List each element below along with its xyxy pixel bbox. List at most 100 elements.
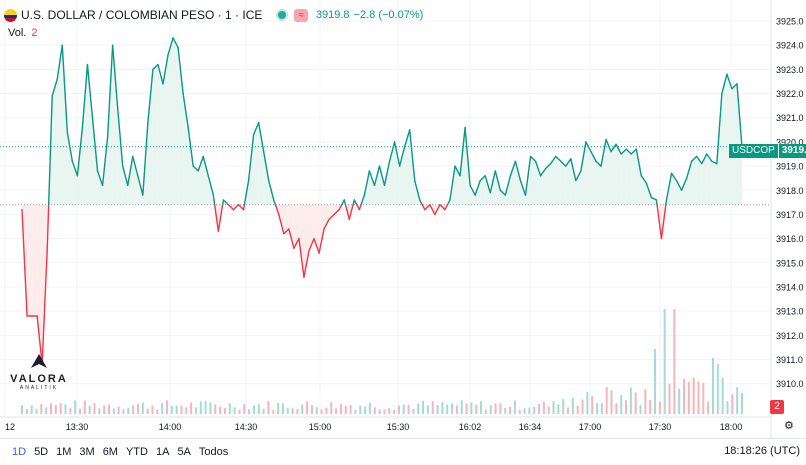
fill-segment [298,204,304,278]
timeframe-1m[interactable]: 1M [56,446,72,458]
fill-segment [293,204,299,249]
volume-bar [204,400,207,414]
grid-lines [0,0,771,417]
price-segment [197,155,204,172]
volume-bar [586,391,589,414]
price-segment [121,165,129,187]
price-tick: 3910.0 [776,379,804,389]
price-segment [147,68,154,124]
price-axis[interactable]: 3910.0 3911.0 3912.0 3913.0 3914.0 3915.0 3916… [776,17,804,390]
timeframe-5d[interactable]: 5D [34,446,49,458]
price-segment [711,160,718,165]
timeframe-3m[interactable]: 3M [79,446,95,458]
volume-bar [668,383,671,414]
volume-bar [431,401,434,414]
volume-bar [122,409,125,414]
volume-bar [567,407,570,414]
price-segment [41,250,48,366]
volume-bar [180,405,183,414]
price-segment [524,155,532,196]
volume-bar [673,309,676,414]
symbol-title[interactable]: U.S. DOLLAR / COLOMBIAN PESO · 1 · ICE [21,8,263,22]
clock[interactable]: 18:18:26 (UTC) [724,445,800,457]
price-segment [464,126,471,187]
volume-bar [170,405,173,414]
valora-logo: VALORA ANALITIK [8,354,70,391]
approx-badge[interactable]: ≈ [294,8,308,22]
timeframe-1a[interactable]: 1A [155,446,170,458]
fill-segment [283,204,289,234]
timeframe-1d[interactable]: 1D [12,446,27,458]
volume-bar [615,403,618,414]
volume-bars [21,309,743,414]
fill-segment [57,45,63,205]
fill-segment [117,108,123,205]
volume-bar [436,405,439,414]
timeframe-5a[interactable]: 5A [177,446,191,458]
settings-gear-icon[interactable]: ⚙ [784,420,794,432]
volume-bar [446,404,449,414]
volume-bar [368,402,371,414]
volume-legend[interactable]: Vol. 2 [8,27,37,39]
volume-bar [455,405,458,414]
volume-bar [83,400,86,414]
price-segment [71,160,79,177]
volume-bar [393,409,396,414]
price-segment [232,204,240,211]
fill-segment [67,132,73,205]
bottom-toolbar: 1D 5D 1M 3M 6M YTD 1A 5A Todos 18:18:26 (UTC) [0,438,806,465]
price-segment [242,204,246,211]
fill-segment [636,149,642,205]
price-segment [333,208,340,216]
price-segment [398,146,406,167]
time-axis[interactable]: 12 13:30 14:00 14:30 15:00 15:30 16:02 16:34 17:… [5,422,742,432]
volume-bar [325,407,328,414]
volume-bar [378,409,381,414]
price-segment [446,199,451,206]
volume-bar [93,403,96,414]
volume-bar [132,405,135,414]
price-segment [610,143,617,153]
fill-segment [27,204,33,316]
price-tick: 3920.0 [776,137,804,147]
price-segment [504,175,512,196]
fill-segment [706,153,712,205]
timeframe-ytd[interactable]: YTD [125,446,148,458]
volume-bar [402,404,405,414]
volume-bar [252,405,255,414]
price-segment [731,83,738,90]
price-segment [489,170,496,194]
price-segment [388,141,396,162]
volume-bar [262,408,265,414]
volume-bar [209,402,212,414]
volume-bar [571,397,574,414]
volume-bar [64,404,67,414]
volume-bar [296,409,299,414]
price-segment [695,155,703,165]
price-segment [544,162,552,170]
time-tick: 14:00 [159,422,182,432]
fill-segment [203,156,209,205]
fill-segment [611,144,617,205]
price-segment [111,44,119,109]
price-segment [565,158,572,167]
fill-segment [334,204,340,215]
price-fill [22,37,742,365]
market-status-icon[interactable] [276,9,289,21]
volume-bar [697,381,700,414]
price-segment [640,175,648,184]
fill-segment [152,64,158,205]
price-segment [222,199,230,206]
price-segment [167,37,174,56]
timeframe-6m[interactable]: 6M [102,446,118,458]
volume-bar [523,408,526,414]
volume-bar [441,402,444,414]
price-segment [620,148,627,155]
timeframe-todos[interactable]: Todos [198,446,229,458]
price-segment [360,194,366,206]
fill-segment [535,161,541,205]
price-segment [701,153,708,165]
volume-bar [470,402,473,414]
price-segment [499,189,507,196]
